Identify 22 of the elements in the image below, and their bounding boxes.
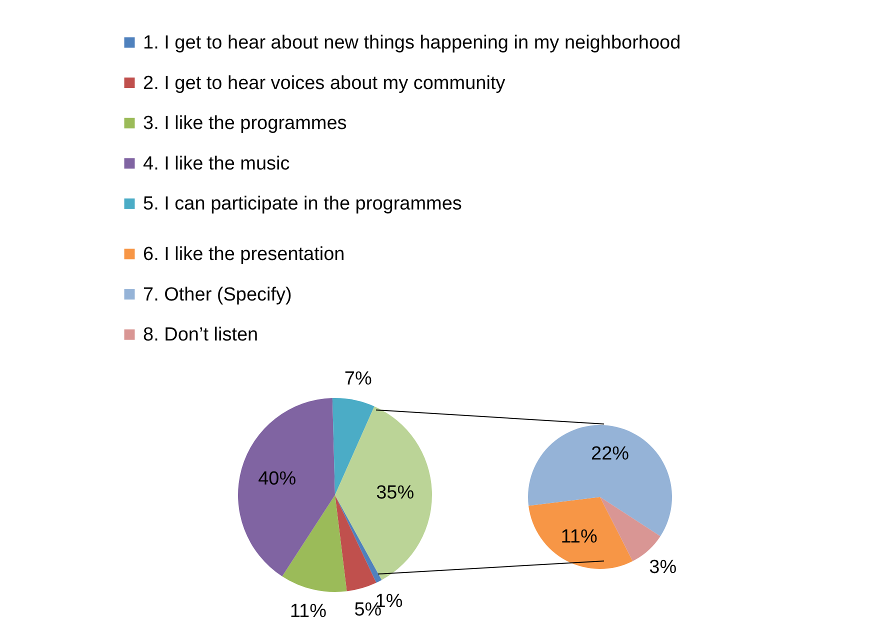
pie-slice (528, 497, 633, 569)
data-label: 11% (290, 600, 327, 619)
legend-label: 2. I get to hear voices about my community (143, 72, 506, 94)
legend-label: 1. I get to hear about new things happening in my neighborhood (143, 32, 681, 54)
data-label: 11% (560, 526, 598, 548)
data-label: 35% (376, 482, 414, 504)
data-label: 3% (649, 556, 677, 578)
legend-label: 6. I like the presentation (143, 244, 345, 265)
data-label: 22% (591, 444, 630, 465)
legend-label: 4. I like the music (143, 153, 290, 174)
pie-slice (335, 495, 376, 592)
pie-slice (332, 398, 374, 495)
data-label: 40% (258, 468, 296, 490)
legend-label: 8. Don’t listen (143, 324, 258, 346)
pie-slice (600, 497, 660, 562)
data-label: 7% (344, 368, 372, 390)
legend-label: 7. Other (Specify) (143, 284, 292, 306)
legend-label: 3. I like the programmes (143, 113, 347, 134)
pie-slice (335, 406, 432, 580)
pie-slice (238, 398, 335, 576)
pie-slice (282, 495, 347, 592)
legend-label: 5. I can participate in the programmes (143, 194, 462, 215)
